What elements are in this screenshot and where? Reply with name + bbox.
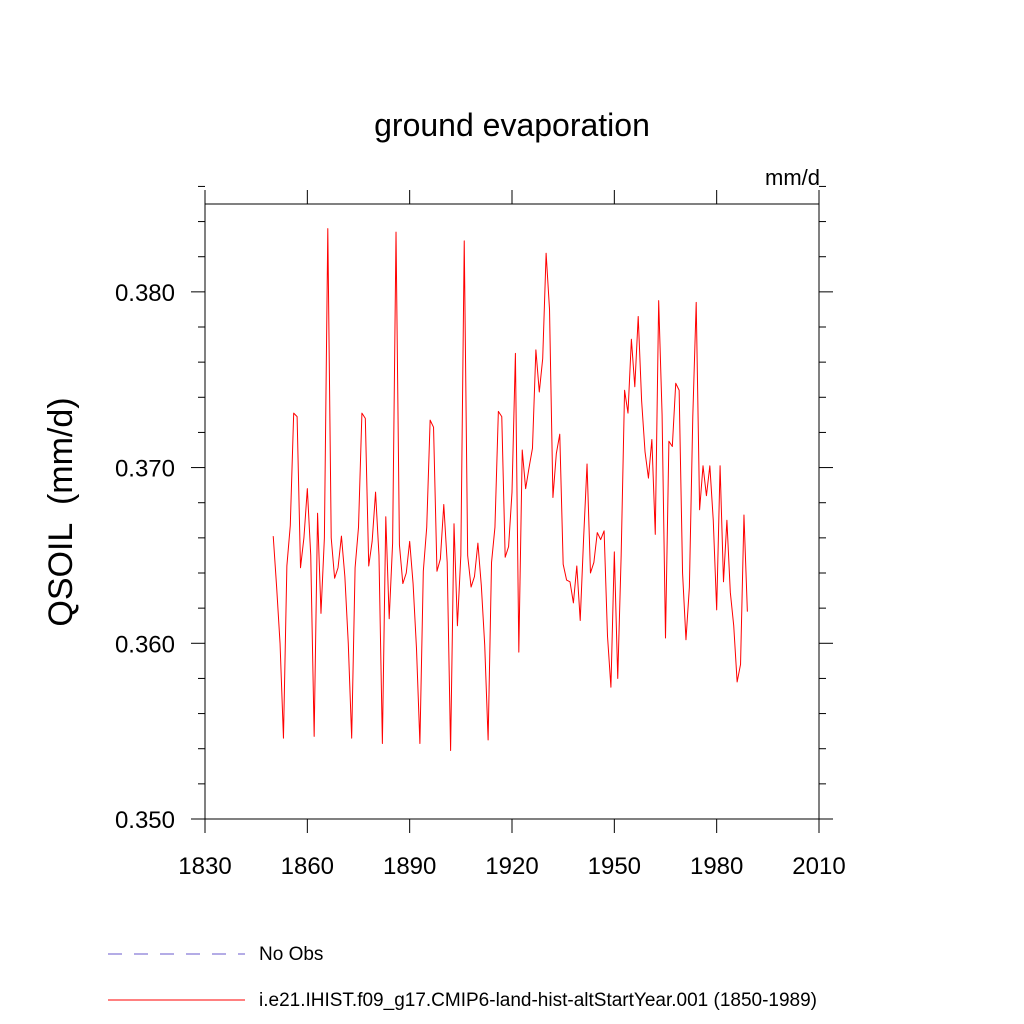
series-layer xyxy=(272,228,748,751)
x-tick-label: 1980 xyxy=(690,853,743,880)
legend-label-no-obs: No Obs xyxy=(259,944,323,965)
x-tick-label: 1830 xyxy=(178,853,231,880)
legend-label-model: i.e21.IHIST.f09_g17.CMIP6-land-hist-altS… xyxy=(259,990,817,1011)
x-tick-label: 1860 xyxy=(281,853,334,880)
x-tick-label: 1920 xyxy=(485,853,538,880)
x-tick-label: 1890 xyxy=(383,853,436,880)
y-tick-label: 0.360 xyxy=(115,631,175,658)
y-tick-label: 0.350 xyxy=(115,807,175,834)
units-label: mm/d xyxy=(765,165,820,190)
axis-ticks xyxy=(191,185,833,833)
plot-frame xyxy=(204,203,820,820)
series-line xyxy=(272,228,748,751)
x-tick-label: 1950 xyxy=(588,853,641,880)
tick-labels: 1830 1860 1890 1920 1950 1980 2010 0.350 0.360 0.… xyxy=(115,280,846,880)
legend: No Obs i.e21.IHIST.f09_g17.CMIP6-land-hi… xyxy=(108,944,817,1011)
chart-title: ground evaporation xyxy=(374,107,650,143)
x-tick-label: 2010 xyxy=(792,853,845,880)
y-tick-label: 0.380 xyxy=(115,280,175,307)
y-tick-label: 0.370 xyxy=(115,456,175,483)
y-axis-label: QSOIL (mm/d) xyxy=(42,397,80,626)
